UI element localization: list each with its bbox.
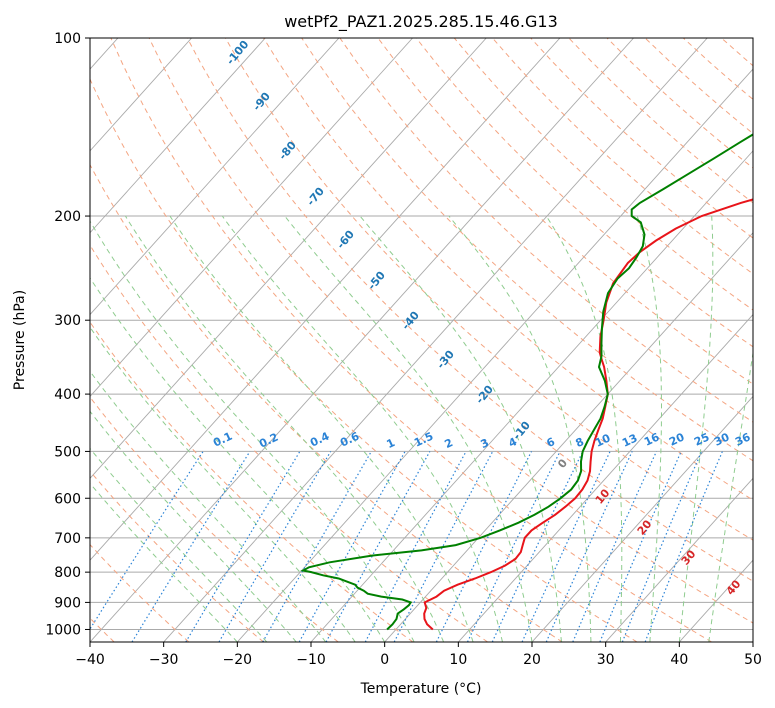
mixing-ratio-label-13: 16 — [642, 430, 662, 448]
mixing-ratio-line-15 — [599, 451, 682, 642]
isotherm-0 — [384, 232, 753, 642]
isotherm-lines — [90, 38, 753, 642]
y-tick-label-2: 300 — [54, 313, 81, 329]
moist-adiabat-28 — [448, 215, 592, 642]
mixing-ratio-line-13 — [545, 451, 633, 642]
x-axis-ticks: −40 −30 −20 −10 0 10 20 30 40 50 — [75, 642, 762, 668]
isotherm-20 — [531, 395, 753, 642]
x-tick-label-0: −40 — [75, 652, 105, 668]
mixing-ratio-line-0 — [90, 451, 204, 631]
series-line-dewpoint — [300, 133, 753, 631]
plot-frame — [89, 37, 754, 643]
mixing-ratio-label-16: 30 — [712, 430, 732, 448]
moist-adiabat--12 — [90, 410, 297, 642]
dry-adiabat-60 — [186, 38, 753, 582]
mixing-ratio-lines — [90, 451, 723, 642]
dry-adiabat-30 — [90, 77, 638, 642]
y-tick-label-5: 600 — [54, 491, 81, 507]
isotherm--80 — [90, 38, 340, 316]
x-axis-label: Temperature (°C) — [360, 681, 482, 697]
dry-adiabat-50 — [148, 38, 753, 624]
isotherm--60 — [90, 38, 487, 479]
mixing-ratio-line-16 — [621, 451, 703, 642]
x-tick-label-4: 0 — [380, 652, 389, 668]
dry-adiabat-120 — [415, 38, 753, 348]
dry-adiabat-lines — [90, 38, 753, 642]
isotherm--30 — [163, 38, 708, 642]
y-tick-label-3: 400 — [54, 387, 81, 403]
moist-adiabat-8 — [124, 215, 445, 642]
mixing-ratio-line-1 — [131, 451, 251, 642]
mixing-ratio-line-4 — [262, 451, 372, 642]
isotherm-10 — [457, 313, 753, 642]
moist-adiabat-40 — [678, 215, 714, 642]
mixing-ratio-label-17: 36 — [733, 430, 753, 448]
isotherm--90 — [90, 38, 266, 234]
mixing-ratio-label-12: 13 — [620, 431, 639, 449]
moist-adiabat-lines — [90, 215, 753, 642]
y-tick-label-1: 200 — [54, 209, 81, 225]
plot-area: -100-90-80-70-60-50-40-30-20-10010203040… — [90, 38, 753, 642]
isotherm--70 — [90, 38, 413, 398]
mixing-ratio-line-5 — [298, 451, 406, 642]
dry-adiabat-20 — [90, 163, 563, 642]
moist-adiabat-20 — [284, 215, 533, 642]
x-tick-label-5: 10 — [449, 652, 467, 668]
moist-adiabat-16 — [221, 215, 503, 642]
x-tick-label-3: −10 — [296, 652, 326, 668]
moist-adiabat-4 — [90, 220, 415, 642]
isotherm--50 — [90, 38, 561, 561]
mixing-ratio-line-14 — [572, 451, 658, 642]
chart-title: wetPf2_PAZ1.2025.285.15.46.G13 — [284, 12, 558, 32]
y-tick-label-7: 800 — [54, 565, 81, 581]
y-tick-label-8: 900 — [54, 595, 81, 611]
dry-adiabat-90 — [301, 38, 753, 462]
moist-adiabat-24 — [359, 215, 562, 642]
moist-adiabat--4 — [90, 326, 356, 642]
mixing-ratio-line-6 — [325, 451, 431, 642]
sounding-series — [300, 133, 753, 631]
dry-adiabat--20 — [90, 470, 264, 642]
moist-adiabat-36 — [636, 215, 662, 642]
dry-adiabat-40 — [110, 38, 712, 642]
isotherm-30 — [605, 477, 753, 642]
mixing-ratio-label-15: 25 — [692, 430, 711, 448]
dry-adiabat-80 — [263, 38, 753, 501]
x-tick-label-1: −30 — [149, 652, 179, 668]
series-line-temperature — [423, 198, 753, 631]
mixing-ratio-label-11: 10 — [593, 431, 613, 449]
x-tick-label-2: −20 — [223, 652, 253, 668]
y-tick-label-0: 100 — [54, 31, 81, 47]
moist-adiabat--8 — [90, 370, 327, 642]
y-tick-label-9: 1000 — [45, 622, 81, 638]
y-tick-label-6: 700 — [54, 531, 81, 547]
y-tick-label-4: 500 — [54, 444, 81, 460]
moist-adiabat--20 — [90, 482, 238, 642]
moist-adiabat-32 — [545, 215, 623, 642]
y-axis-label: Pressure (hPa) — [12, 290, 28, 390]
x-tick-label-8: 40 — [670, 652, 688, 668]
mixing-ratio-label-14: 20 — [667, 430, 687, 448]
x-tick-label-9: 50 — [744, 652, 762, 668]
mixing-ratio-line-17 — [644, 451, 723, 642]
x-tick-label-6: 20 — [523, 652, 541, 668]
y-axis-ticks: 100 200 300 400 500 600 700 800 900 1000 — [45, 31, 90, 638]
isotherm--40 — [90, 38, 634, 642]
isotherm--20 — [236, 68, 753, 642]
isotherm--100 — [90, 38, 192, 152]
moist-adiabat-12 — [169, 215, 474, 642]
mixing-ratio-line-9 — [435, 451, 533, 642]
moist-adiabat--16 — [90, 447, 268, 642]
x-tick-label-7: 30 — [597, 652, 615, 668]
dry-adiabat-70 — [224, 38, 753, 541]
